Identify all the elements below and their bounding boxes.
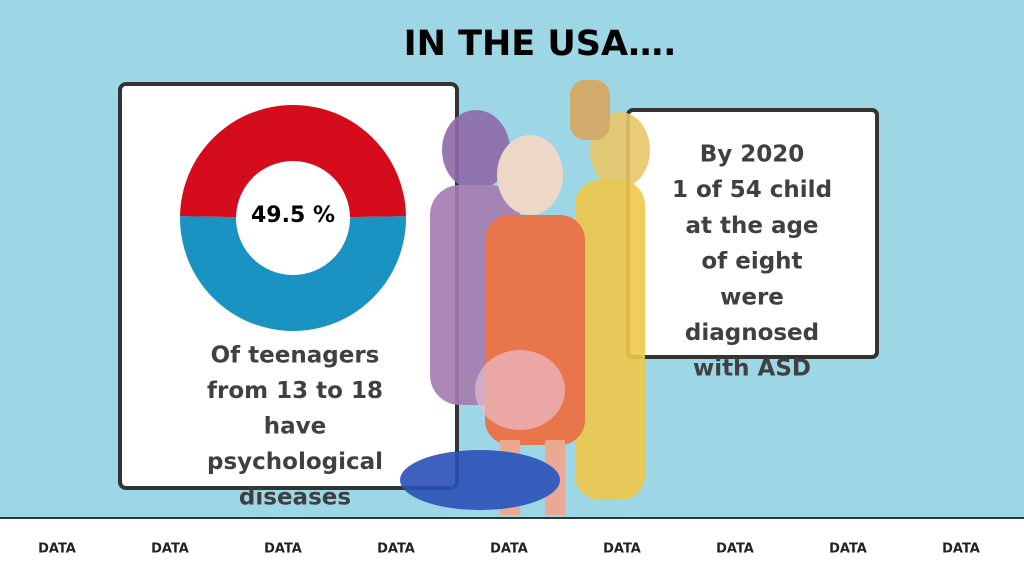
stat-line: at the age <box>685 213 818 239</box>
footer-item: DATA <box>942 542 980 557</box>
stat-line: diagnosed <box>685 320 819 346</box>
caption-line: psychological <box>207 449 383 475</box>
stat-line: 1 of 54 child <box>672 177 832 203</box>
children-illustration <box>400 80 650 515</box>
footer <box>0 519 1024 576</box>
stat-line: with ASD <box>693 356 811 382</box>
stat-line: By 2020 <box>700 142 805 168</box>
footer-item: DATA <box>716 542 754 557</box>
footer-item: DATA <box>377 542 415 557</box>
footer-item: DATA <box>151 542 189 557</box>
caption-line: have <box>264 414 327 440</box>
donut-segment <box>180 105 406 218</box>
donut-label: 49.5 % <box>251 203 335 228</box>
caption-line: from 13 to 18 <box>207 378 383 404</box>
caption-line: Of teenagers <box>211 343 380 369</box>
footer-item: DATA <box>829 542 867 557</box>
donut-remainder <box>179 216 406 332</box>
footer-item: DATA <box>490 542 528 557</box>
caption-line: diseases <box>239 485 351 511</box>
stat-line: were <box>720 284 784 310</box>
footer-item: DATA <box>264 542 302 557</box>
stat-line: of eight <box>701 249 802 275</box>
footer-item: DATA <box>38 542 76 557</box>
footer-item: DATA <box>603 542 641 557</box>
slide-title: IN THE USA…. <box>404 24 677 64</box>
